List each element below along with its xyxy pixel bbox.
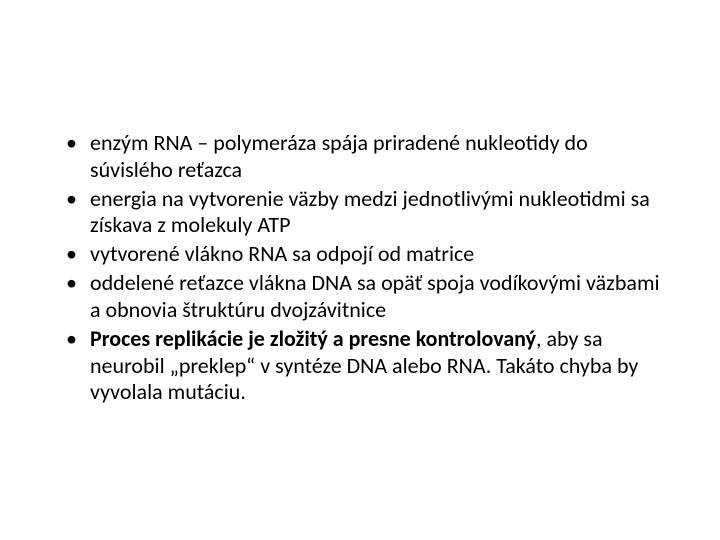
bullet-text-run: Proces replikácie je zložitý a presne ko… [90,325,536,352]
bullet-list: enzým RNA – polymeráza spája priradené n… [60,130,670,406]
bullet-item: oddelené reťazce vlákna DNA sa opäť spoj… [60,270,670,324]
bullet-text-run: oddelené reťazce vlákna DNA sa opäť spoj… [90,269,660,323]
bullet-text-run: vytvorené vlákno RNA sa odpojí od matric… [90,240,474,267]
bullet-item: Proces replikácie je zložitý a presne ko… [60,326,670,406]
slide: enzým RNA – polymeráza spája priradené n… [0,0,720,540]
bullet-item: energia na vytvorenie väzby medzi jednot… [60,186,670,240]
bullet-item: enzým RNA – polymeráza spája priradené n… [60,130,670,184]
bullet-text-run: energia na vytvorenie väzby medzi jednot… [90,185,650,239]
bullet-item: vytvorené vlákno RNA sa odpojí od matric… [60,241,670,268]
bullet-text-run: enzým RNA – polymeráza spája priradené n… [90,129,588,183]
